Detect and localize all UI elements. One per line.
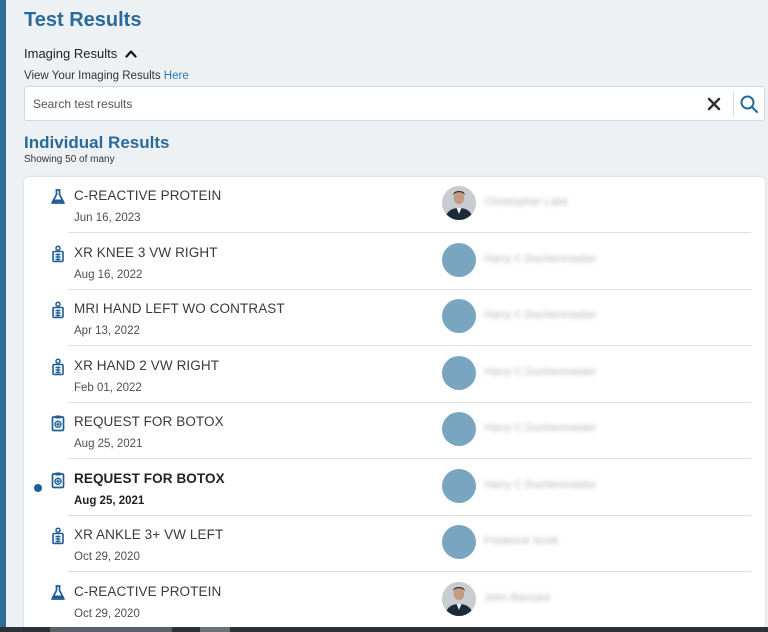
imaging-results-toggle[interactable]: Imaging Results	[24, 46, 137, 61]
result-name: REQUEST FOR BOTOX	[74, 414, 224, 429]
provider-name: Frederick Scott	[484, 535, 558, 547]
result-date: Aug 25, 2021	[74, 438, 143, 450]
imaging-icon	[49, 527, 67, 545]
provider-avatar	[442, 186, 476, 220]
result-name: C-REACTIVE PROTEIN	[74, 583, 222, 599]
result-row[interactable]: REQUEST FOR BOTOX Aug 25, 2021 Harry C Duc…	[24, 460, 765, 516]
result-row[interactable]: XR ANKLE 3+ VW LEFT Oct 29, 2020 Frederick…	[24, 516, 765, 572]
row-divider	[68, 571, 751, 572]
provider-avatar	[442, 242, 476, 277]
provider-name: Harry C Duchenmaster	[484, 309, 597, 321]
result-row[interactable]: XR KNEE 3 VW RIGHT Aug 16, 2022 Harry C Du…	[24, 234, 765, 290]
row-divider	[68, 514, 751, 516]
search-divider	[733, 91, 734, 117]
search-input[interactable]	[25, 87, 695, 120]
provider-avatar	[442, 355, 476, 390]
result-row[interactable]: REQUEST FOR BOTOX Aug 25, 2021 Harry C Duc…	[24, 403, 765, 459]
provider-name: Christopher Lake	[484, 196, 568, 208]
result-row[interactable]: MRI HAND LEFT WO CONTRAST Apr 13, 2022 Har…	[24, 290, 765, 346]
provider-name: Harry C Duchenmaster	[484, 365, 597, 378]
result-date: Aug 25, 2021	[74, 494, 145, 507]
bottom-taskbar	[0, 627, 768, 632]
provider-name: Harry C Duchenmaster	[484, 422, 597, 434]
provider-avatar	[442, 525, 476, 559]
result-row[interactable]: C-REACTIVE PROTEIN Jun 16, 2023 Christophe…	[24, 177, 765, 233]
clipboard-icon	[49, 414, 67, 432]
imaging-results-label: Imaging Results	[24, 46, 118, 61]
unread-indicator	[34, 483, 42, 492]
chevron-up-icon	[125, 50, 137, 58]
results-list: C-REACTIVE PROTEIN Jun 16, 2023 Christophe…	[24, 177, 765, 632]
imaging-results-prompt: View Your Imaging Results Here	[24, 70, 189, 82]
result-date: Apr 13, 2022	[74, 325, 140, 337]
lab-flask-icon	[49, 584, 67, 602]
row-divider	[68, 288, 751, 290]
imaging-results-link[interactable]: Here	[163, 70, 189, 82]
result-row[interactable]: XR HAND 2 VW RIGHT Feb 01, 2022 Harry C Du…	[24, 347, 765, 403]
imaging-icon	[49, 301, 67, 319]
provider-name: Harry C Duchenmaster	[484, 478, 597, 491]
result-name: XR ANKLE 3+ VW LEFT	[74, 527, 224, 542]
row-divider	[68, 345, 751, 346]
provider-avatar	[442, 468, 476, 503]
close-icon[interactable]	[705, 95, 723, 113]
result-name: XR KNEE 3 VW RIGHT	[74, 244, 218, 260]
row-divider	[68, 458, 751, 459]
result-date: Jun 16, 2023	[74, 212, 141, 224]
result-name: C-REACTIVE PROTEIN	[74, 188, 222, 203]
provider-avatar	[442, 412, 476, 446]
clipboard-icon	[49, 471, 67, 489]
provider-avatar	[442, 581, 476, 616]
page-title: Test Results	[24, 9, 142, 31]
result-date: Oct 29, 2020	[74, 551, 140, 563]
row-divider	[68, 401, 751, 403]
provider-name: John Barnard	[484, 591, 551, 604]
provider-avatar	[442, 299, 476, 333]
result-date: Oct 29, 2020	[74, 607, 140, 620]
result-name: XR HAND 2 VW RIGHT	[74, 357, 220, 373]
lab-flask-icon	[49, 188, 67, 206]
row-divider	[68, 232, 751, 233]
result-date: Aug 16, 2022	[74, 268, 143, 281]
imaging-icon	[49, 357, 67, 376]
search-bar	[24, 86, 765, 121]
left-accent-bar	[0, 0, 6, 632]
result-date: Feb 01, 2022	[74, 381, 142, 394]
provider-name: Harry C Duchenmaster	[484, 252, 597, 265]
search-icon[interactable]	[739, 94, 759, 114]
result-row[interactable]: C-REACTIVE PROTEIN Oct 29, 2020 John Barna…	[24, 573, 765, 629]
imaging-prompt-text: View Your Imaging Results	[24, 70, 161, 82]
imaging-icon	[49, 244, 67, 263]
result-name: REQUEST FOR BOTOX	[74, 470, 225, 486]
individual-results-title: Individual Results	[24, 133, 170, 152]
results-count: Showing 50 of many	[24, 154, 115, 165]
result-name: MRI HAND LEFT WO CONTRAST	[74, 301, 285, 316]
